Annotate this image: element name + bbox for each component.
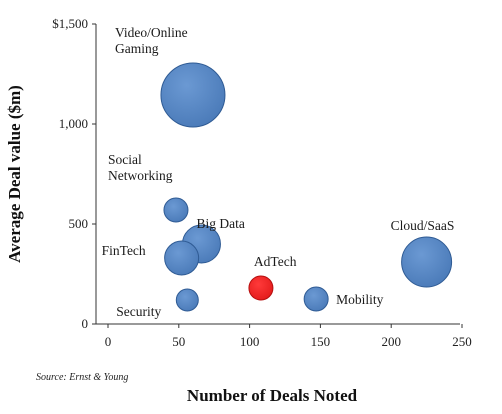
x-tick-label-3: 150 xyxy=(311,334,331,349)
y-tick-label-3: $1,500 xyxy=(52,16,88,31)
bubble-label-security: Security xyxy=(116,304,161,319)
bubble-fintech xyxy=(164,240,200,276)
y-axis-ticks: 0 500 1,000 $1,500 xyxy=(52,16,96,331)
y-tick-label-0: 0 xyxy=(82,316,89,331)
x-tick-label-2: 100 xyxy=(240,334,260,349)
x-tick-label-1: 50 xyxy=(172,334,185,349)
bubble-label-fintech: FinTech xyxy=(102,243,146,258)
x-tick-label-4: 200 xyxy=(381,334,401,349)
y-tick-label-2: 1,000 xyxy=(59,116,88,131)
bubble-adtech xyxy=(248,275,274,301)
bubble-labels: Video/Online Gaming Social Networking Big Da… xyxy=(102,25,455,319)
x-axis-title: Number of Deals Noted xyxy=(187,386,358,405)
bubble-label-video-online-gaming: Video/Online Gaming xyxy=(115,25,188,56)
bubble-label-mobility: Mobility xyxy=(336,292,384,307)
source-note: Source: Ernst & Young xyxy=(36,372,128,383)
x-axis-ticks: 0 50 100 150 200 250 xyxy=(105,324,472,349)
y-axis-title: Average Deal value ($m) xyxy=(5,85,24,263)
bubble-label-cloud-saas: Cloud/SaaS xyxy=(391,218,455,233)
bubble-mobility xyxy=(303,286,329,312)
bubble-video-online-gaming xyxy=(160,62,226,128)
bubble-label-big-data: Big Data xyxy=(196,216,244,231)
bubble-security xyxy=(175,288,199,312)
x-tick-label-5: 250 xyxy=(452,334,472,349)
bubble-social-networking xyxy=(163,197,189,223)
bubble-label-adtech: AdTech xyxy=(254,254,297,269)
y-tick-label-1: 500 xyxy=(69,216,89,231)
x-tick-label-0: 0 xyxy=(105,334,112,349)
bubble-cloud-saas xyxy=(401,236,453,288)
bubble-label-social-networking: Social Networking xyxy=(108,152,173,183)
bubble-series xyxy=(160,62,453,312)
